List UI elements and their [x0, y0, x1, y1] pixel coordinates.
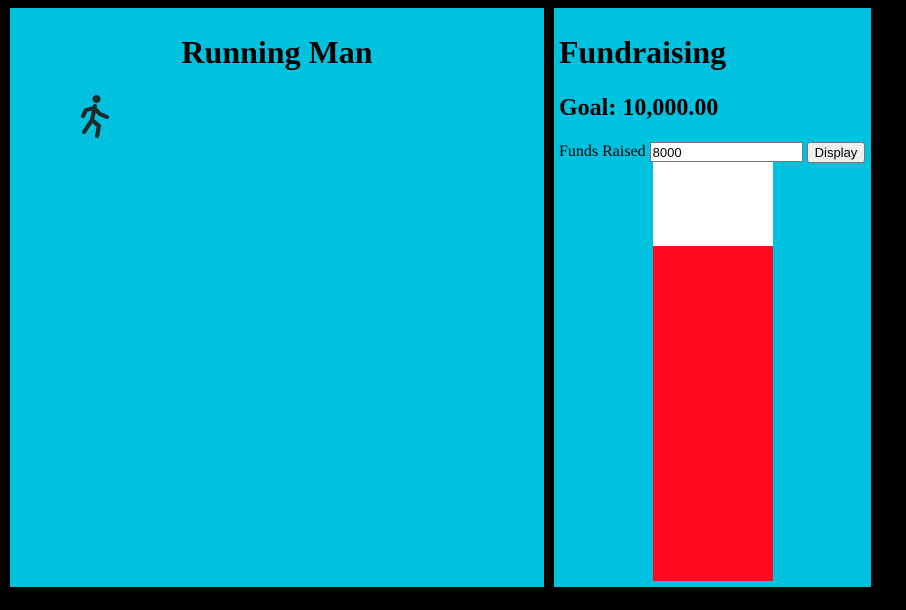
goal-heading: Goal: 10,000.00 — [559, 94, 718, 122]
progress-thermometer — [653, 162, 773, 581]
running-man-icon — [80, 95, 110, 138]
funds-raised-label: Funds Raised — [559, 143, 646, 160]
funds-row: Funds Raised Display — [559, 141, 866, 163]
funds-raised-input[interactable] — [649, 142, 803, 162]
progress-fill — [653, 245, 773, 581]
goal-value: 10,000.00 — [622, 95, 719, 121]
goal-label: Goal: — [559, 95, 617, 121]
running-man-title: Running Man — [181, 34, 373, 70]
fundraising-title: Fundraising — [559, 34, 727, 70]
display-button[interactable]: Display — [806, 141, 866, 163]
fundraising-panel: Fundraising Goal: 10,000.00 Funds Raised… — [554, 8, 871, 587]
running-man-panel: Running Man — [10, 8, 544, 587]
